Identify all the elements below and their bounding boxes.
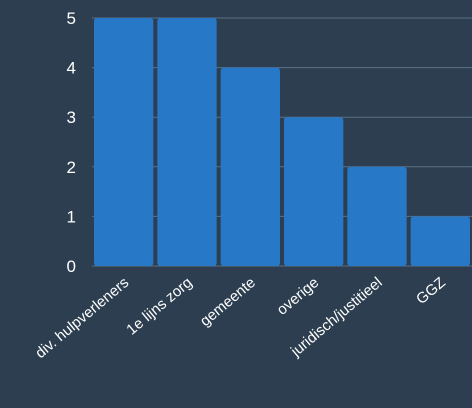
bar-1[interactable] <box>94 18 154 266</box>
bar-3[interactable] <box>220 67 280 266</box>
y-tick-label: 2 <box>67 158 76 177</box>
bar-4[interactable] <box>284 117 344 266</box>
x-category-label: div. hulpverleners <box>32 274 132 362</box>
bar-2[interactable] <box>157 18 217 266</box>
y-tick-label: 1 <box>67 207 76 226</box>
x-category-label: overige <box>274 274 323 319</box>
bar-5[interactable] <box>347 166 407 266</box>
y-axis-ticks: 0 1 2 3 4 5 <box>67 9 76 276</box>
y-tick-label: 4 <box>67 59 76 78</box>
bars <box>94 18 470 266</box>
y-tick-label: 3 <box>67 108 76 127</box>
gridlines <box>92 17 472 267</box>
bar-6[interactable] <box>410 216 470 266</box>
x-category-label: GGZ <box>413 274 449 308</box>
x-category-label: 1e lijns zorg <box>123 274 195 338</box>
y-tick-label: 0 <box>67 257 76 276</box>
y-tick-label: 5 <box>67 9 76 28</box>
x-category-label: gemeente <box>197 274 259 330</box>
